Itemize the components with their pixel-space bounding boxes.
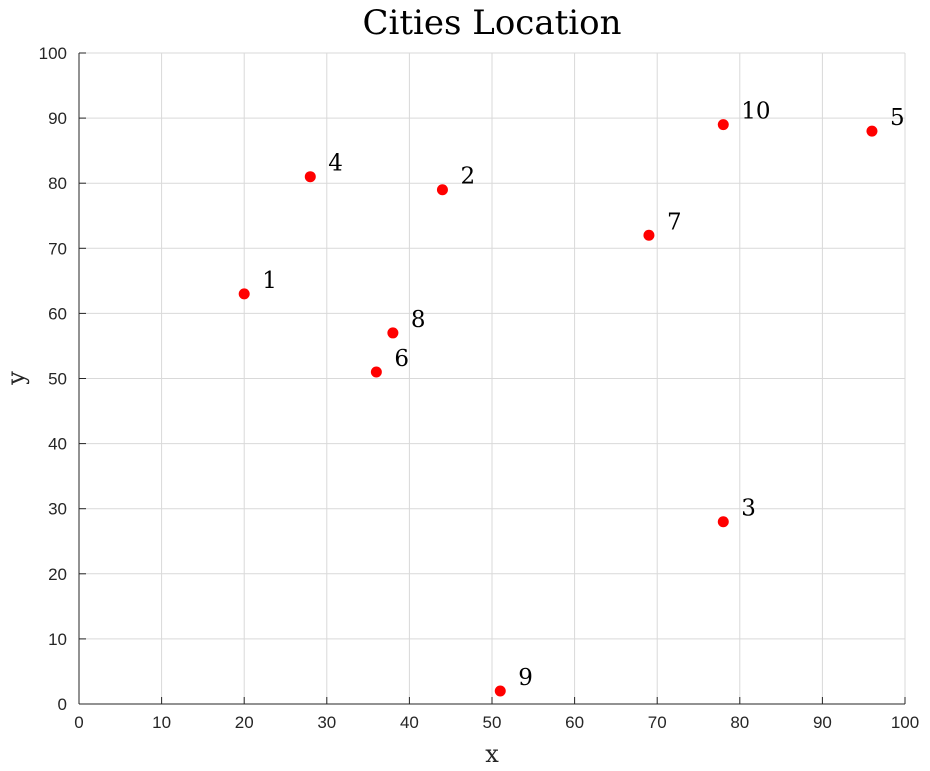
city-label-4: 4 xyxy=(328,151,343,177)
city-label-1: 1 xyxy=(262,268,277,294)
y-tick-label: 30 xyxy=(48,500,67,519)
chart-title: Cities Location xyxy=(362,3,621,43)
y-axis-label: y xyxy=(2,371,30,386)
y-tick-label: 50 xyxy=(48,370,67,389)
x-tick-label: 60 xyxy=(565,713,584,732)
city-label-5: 5 xyxy=(890,105,905,131)
axes xyxy=(78,52,906,705)
x-tick-label: 30 xyxy=(317,713,336,732)
point-labels: 1 2 3 4 5 6 7 8 9 10 xyxy=(262,99,904,691)
x-tick-label: 0 xyxy=(74,713,83,732)
y-tick-label: 60 xyxy=(48,304,67,323)
city-point-4 xyxy=(304,171,316,183)
x-axis-label: x xyxy=(485,740,499,768)
x-tick-label: 70 xyxy=(648,713,667,732)
x-tick-label: 40 xyxy=(400,713,419,732)
city-point-7 xyxy=(643,229,655,241)
x-tick-label: 10 xyxy=(152,713,171,732)
tick-labels: 0 10 20 30 40 50 60 70 80 90 100 0 10 20 30 40 50 60 70 80 9… xyxy=(39,44,920,732)
city-point-8 xyxy=(387,327,399,339)
city-point-10 xyxy=(717,119,729,131)
y-tick-label: 0 xyxy=(58,695,67,714)
city-label-10: 10 xyxy=(741,99,770,125)
x-tick-label: 90 xyxy=(813,713,832,732)
city-point-6 xyxy=(370,366,382,378)
city-point-3 xyxy=(717,516,729,528)
x-tick-label: 20 xyxy=(235,713,254,732)
city-point-2 xyxy=(436,184,448,196)
y-tick-label: 70 xyxy=(48,239,67,258)
city-label-6: 6 xyxy=(394,346,409,372)
city-point-5 xyxy=(866,125,878,137)
x-tick-label: 80 xyxy=(730,713,749,732)
city-label-3: 3 xyxy=(741,496,756,522)
y-tick-label: 20 xyxy=(48,565,67,584)
city-label-9: 9 xyxy=(518,665,533,691)
y-tick-label: 90 xyxy=(48,109,67,128)
grid xyxy=(78,52,906,705)
x-tick-label: 100 xyxy=(891,713,919,732)
y-tick-label: 40 xyxy=(48,435,67,454)
y-tick-label: 100 xyxy=(39,44,67,63)
city-point-1 xyxy=(238,288,250,300)
city-label-8: 8 xyxy=(411,307,426,333)
y-tick-label: 10 xyxy=(48,630,67,649)
data-points xyxy=(238,119,878,697)
y-tick-label: 80 xyxy=(48,174,67,193)
x-tick-label: 50 xyxy=(483,713,502,732)
city-label-7: 7 xyxy=(667,209,682,235)
city-label-2: 2 xyxy=(460,164,475,190)
city-point-9 xyxy=(494,685,506,697)
